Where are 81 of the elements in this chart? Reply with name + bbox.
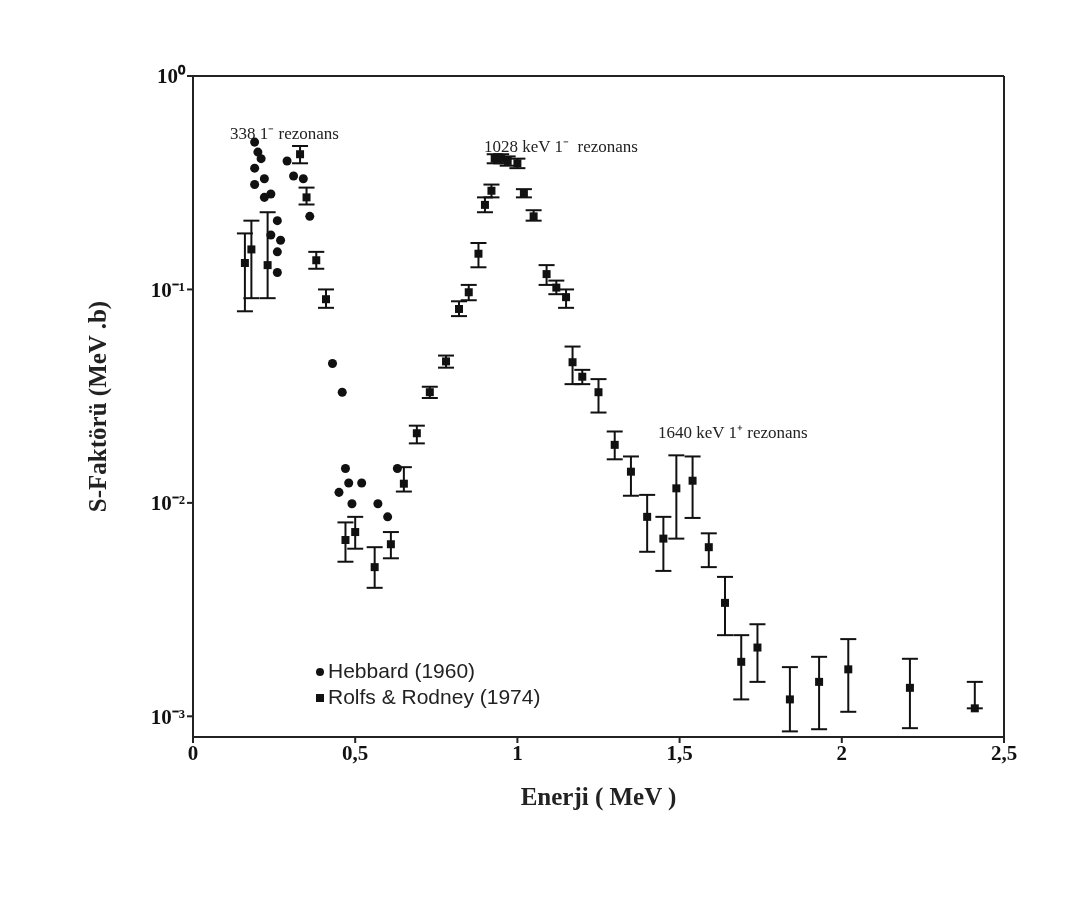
point: [337, 387, 347, 397]
x-tick-label: 1,5: [666, 740, 693, 765]
x-axis-title: Enerji ( MeV ): [520, 783, 677, 811]
x-tick-label: 2: [836, 740, 848, 765]
point: [785, 695, 794, 704]
point: [392, 463, 402, 473]
point: [721, 598, 730, 607]
point: [296, 150, 305, 159]
point: [341, 536, 350, 544]
point: [562, 293, 571, 302]
point: [289, 171, 299, 181]
point: [357, 478, 367, 488]
point: [386, 540, 395, 549]
point: [351, 528, 360, 537]
point: [240, 259, 249, 267]
point: [259, 192, 269, 202]
x-tick-label: 0,5: [342, 740, 369, 765]
x-tick-label: 0: [187, 740, 199, 765]
point: [334, 487, 344, 497]
annotation: 338 1⁻ rezonans: [230, 123, 339, 144]
point: [327, 358, 338, 368]
point: [594, 388, 603, 397]
point: [905, 683, 914, 692]
point: [815, 677, 824, 686]
point: [276, 235, 286, 245]
point: [266, 230, 276, 240]
point: [305, 211, 315, 221]
point: [455, 304, 464, 313]
point: [373, 499, 383, 509]
point: [272, 216, 282, 226]
x-tick-label: 2,5: [990, 740, 1018, 765]
point: [312, 256, 321, 265]
point: [643, 512, 652, 521]
point: [399, 479, 408, 488]
point: [480, 200, 489, 209]
point: [298, 174, 308, 184]
point: [753, 643, 762, 652]
point: [250, 163, 260, 173]
point: [704, 543, 713, 552]
point: [672, 484, 681, 493]
point: [844, 665, 853, 674]
point: [370, 563, 379, 572]
point: [272, 268, 282, 278]
point: [347, 499, 357, 509]
point: [340, 463, 350, 473]
point: [322, 295, 330, 304]
y-tick-label: 10⁻¹: [150, 277, 185, 302]
point: [282, 156, 292, 166]
point: [412, 429, 421, 438]
point: [737, 657, 746, 666]
point: [626, 467, 635, 476]
y-axis-title: S-Faktörü (MeV .b): [83, 300, 112, 513]
y-tick-label: 10⁰: [157, 64, 186, 89]
point: [247, 245, 256, 254]
point: [302, 193, 311, 202]
point: [688, 476, 697, 485]
point: [464, 288, 473, 297]
point: [970, 704, 979, 713]
point: [659, 534, 668, 543]
legend-label: Hebbard (1960): [328, 659, 476, 682]
point: [250, 137, 260, 147]
point: [568, 358, 577, 367]
point: [250, 180, 260, 190]
point: [487, 186, 496, 195]
point: [259, 174, 269, 184]
point: [272, 247, 282, 257]
point: [610, 440, 619, 449]
annotation: 1028 keV 1⁻ rezonans: [484, 136, 638, 157]
point: [344, 478, 354, 488]
legend-label: Rolfs & Rodney (1974): [328, 685, 541, 708]
y-tick-label: 10⁻³: [150, 704, 185, 729]
point: [542, 270, 551, 279]
annotation: 1640 keV 1⁺ rezonans: [658, 422, 808, 443]
point: [263, 261, 272, 270]
point: [474, 249, 483, 258]
point: [552, 283, 561, 292]
y-tick-label: 10⁻²: [150, 491, 185, 516]
point: [383, 512, 393, 522]
x-tick-label: 1: [512, 740, 523, 765]
point: [578, 372, 587, 381]
point: [256, 154, 266, 164]
